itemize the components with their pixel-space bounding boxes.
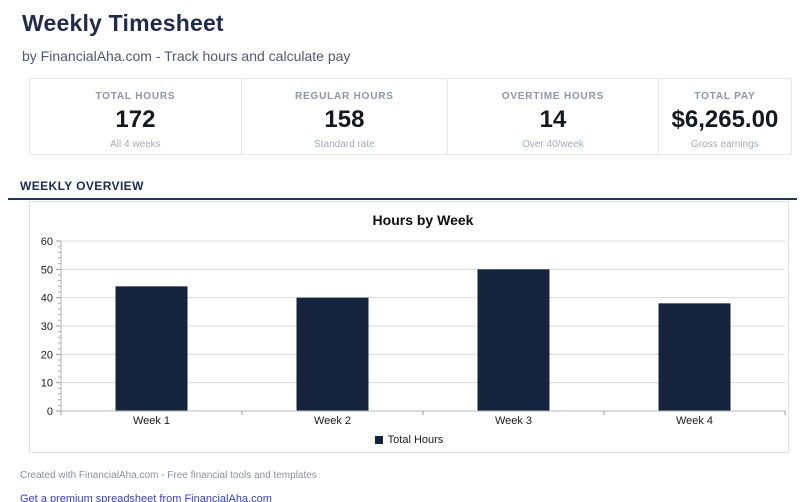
svg-text:30: 30 xyxy=(41,321,53,333)
svg-text:Week 2: Week 2 xyxy=(314,415,351,427)
stats-row: TOTAL HOURS 172 All 4 weeks REGULAR HOUR… xyxy=(29,78,792,155)
stat-sub: Standard rate xyxy=(314,139,375,150)
stat-card-overtime-hours: OVERTIME HOURS 14 Over 40/week xyxy=(447,79,658,154)
chart-panel: Hours by Week 0 10 20 30 40 50 60 Week 1 Week 2 W… xyxy=(29,201,789,453)
svg-text:Week 4: Week 4 xyxy=(676,415,713,427)
stat-card-total-pay: TOTAL PAY $6,265.00 Gross earnings xyxy=(657,79,791,154)
svg-text:40: 40 xyxy=(41,293,53,305)
section-underline xyxy=(8,198,797,200)
footer-premium-link[interactable]: Get a premium spreadsheet from Financial… xyxy=(20,493,272,502)
stat-label: OVERTIME HOURS xyxy=(501,91,605,102)
chart-legend: Total Hours xyxy=(30,428,788,452)
svg-text:20: 20 xyxy=(41,349,53,361)
stat-sub: All 4 weeks xyxy=(110,139,161,150)
svg-text:60: 60 xyxy=(41,236,53,248)
footer-credit: Created with FinancialAha.com - Free fin… xyxy=(20,470,317,481)
stat-sub: Gross earnings xyxy=(691,139,759,150)
svg-text:50: 50 xyxy=(41,264,53,276)
stat-card-regular-hours: REGULAR HOURS 158 Standard rate xyxy=(240,79,447,154)
page-title: Weekly Timesheet xyxy=(22,10,224,36)
legend-label: Total Hours xyxy=(387,434,444,446)
chart-title: Hours by Week xyxy=(373,212,474,228)
page-subtitle: by FinancialAha.com - Track hours and ca… xyxy=(22,48,351,64)
stat-card-total-hours: TOTAL HOURS 172 All 4 weeks xyxy=(30,79,241,154)
stat-value: 14 xyxy=(539,106,567,133)
stat-value: 172 xyxy=(115,106,156,133)
stat-label: TOTAL HOURS xyxy=(95,91,176,102)
stat-value: 158 xyxy=(324,106,365,133)
stat-sub: Over 40/week xyxy=(522,139,584,150)
stat-label: TOTAL PAY xyxy=(694,91,756,102)
svg-text:Week 1: Week 1 xyxy=(133,415,170,427)
stat-label: REGULAR HOURS xyxy=(295,91,394,102)
legend-swatch xyxy=(374,436,383,444)
svg-text:10: 10 xyxy=(41,378,53,390)
section-title: WEEKLY OVERVIEW xyxy=(20,179,144,193)
stat-value: $6,265.00 xyxy=(671,106,779,133)
chart-plot: 0 10 20 30 40 50 60 Week 1 Week 2 Week 3 Week 4 xyxy=(41,236,786,427)
hours-by-week-chart: Hours by Week 0 10 20 30 40 50 60 Week 1 Week 2 W… xyxy=(41,212,786,427)
svg-text:0: 0 xyxy=(47,406,53,418)
svg-text:Week 3: Week 3 xyxy=(495,415,532,427)
